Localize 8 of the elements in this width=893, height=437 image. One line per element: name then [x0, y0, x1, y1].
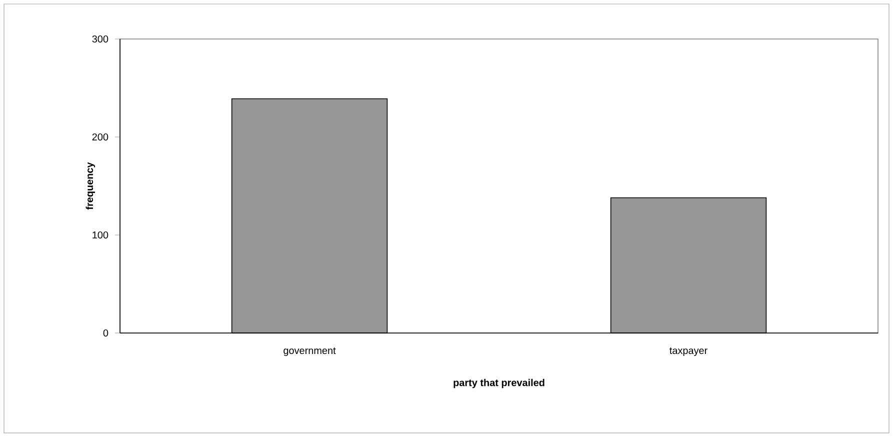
y-axis-title: frequency: [86, 162, 96, 210]
x-tick-label: government: [284, 348, 336, 356]
x-tick-label: taxpayer: [670, 348, 708, 356]
y-tick-label: 100: [92, 231, 108, 239]
y-tick-label: 300: [92, 35, 108, 43]
y-tick-label: 0: [103, 329, 108, 337]
y-tick-label: 200: [92, 133, 108, 141]
x-axis-title: party that prevailed: [454, 378, 544, 388]
